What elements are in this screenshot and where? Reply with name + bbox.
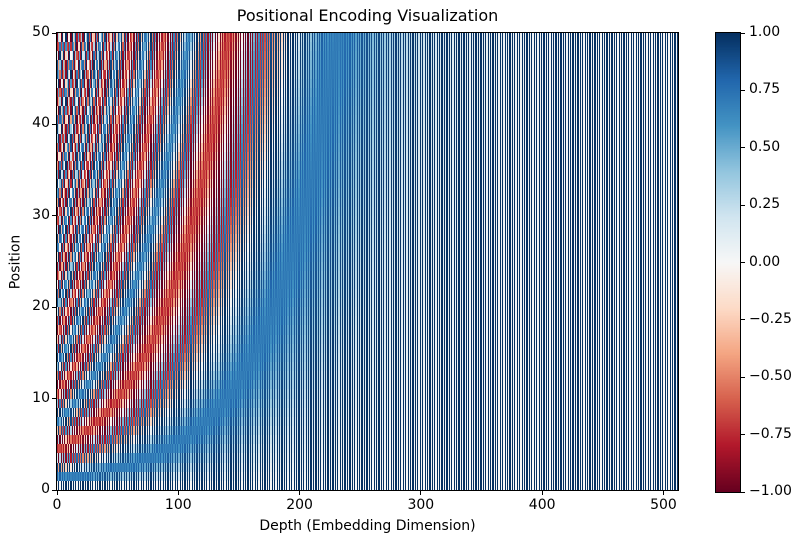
y-tick-mark xyxy=(52,398,56,400)
x-tick-label: 100 xyxy=(164,497,192,513)
colorbar-tick-label: −1.00 xyxy=(749,483,792,499)
y-tick-label: 20 xyxy=(32,298,50,315)
colorbar xyxy=(715,32,741,493)
y-tick-mark xyxy=(52,489,56,491)
y-tick-mark xyxy=(52,32,56,34)
colorbar-tick-mark xyxy=(741,434,745,436)
x-tick-mark xyxy=(662,491,664,495)
colorbar-tick-mark xyxy=(741,147,745,149)
x-tick-mark xyxy=(420,491,422,495)
x-tick-mark xyxy=(299,491,301,495)
colorbar-tick-mark xyxy=(741,89,745,91)
x-tick-label: 400 xyxy=(528,497,556,513)
x-tick-label: 300 xyxy=(407,497,435,513)
colorbar-tick-mark xyxy=(741,491,745,493)
colorbar-tick-label: 0.25 xyxy=(749,196,781,213)
colorbar-tick-mark xyxy=(741,376,745,378)
y-tick-mark xyxy=(52,306,56,308)
x-tick-mark xyxy=(177,491,179,495)
y-tick-label: 50 xyxy=(32,24,50,40)
y-axis-label: Position xyxy=(7,234,24,290)
colorbar-canvas xyxy=(716,33,740,492)
y-tick-label: 10 xyxy=(32,389,50,406)
colorbar-tick-label: 0.00 xyxy=(749,253,781,270)
y-tick-mark xyxy=(52,123,56,125)
y-tick-mark xyxy=(52,215,56,217)
colorbar-tick-label: −0.25 xyxy=(749,310,792,327)
heatmap-canvas xyxy=(57,33,678,490)
y-tick-label: 30 xyxy=(32,206,50,223)
x-tick-mark xyxy=(56,491,58,495)
colorbar-tick-mark xyxy=(741,319,745,321)
x-tick-mark xyxy=(541,491,543,495)
heatmap-plot-area xyxy=(56,32,679,491)
colorbar-tick-mark xyxy=(741,32,745,34)
x-axis-label: Depth (Embedding Dimension) xyxy=(259,518,476,534)
colorbar-tick-mark xyxy=(741,204,745,206)
y-tick-label: 40 xyxy=(32,115,50,132)
colorbar-tick-label: 1.00 xyxy=(749,24,781,40)
y-tick-label: 0 xyxy=(41,481,50,497)
chart-title: Positional Encoding Visualization xyxy=(236,6,499,25)
colorbar-tick-mark xyxy=(741,262,745,263)
x-tick-label: 0 xyxy=(52,497,62,513)
x-tick-label: 500 xyxy=(650,497,677,513)
colorbar-tick-label: 0.50 xyxy=(749,138,781,155)
colorbar-tick-label: 0.75 xyxy=(749,81,781,98)
colorbar-tick-label: −0.75 xyxy=(749,425,792,442)
colorbar-tick-label: −0.50 xyxy=(749,368,792,385)
x-tick-label: 200 xyxy=(286,497,313,513)
